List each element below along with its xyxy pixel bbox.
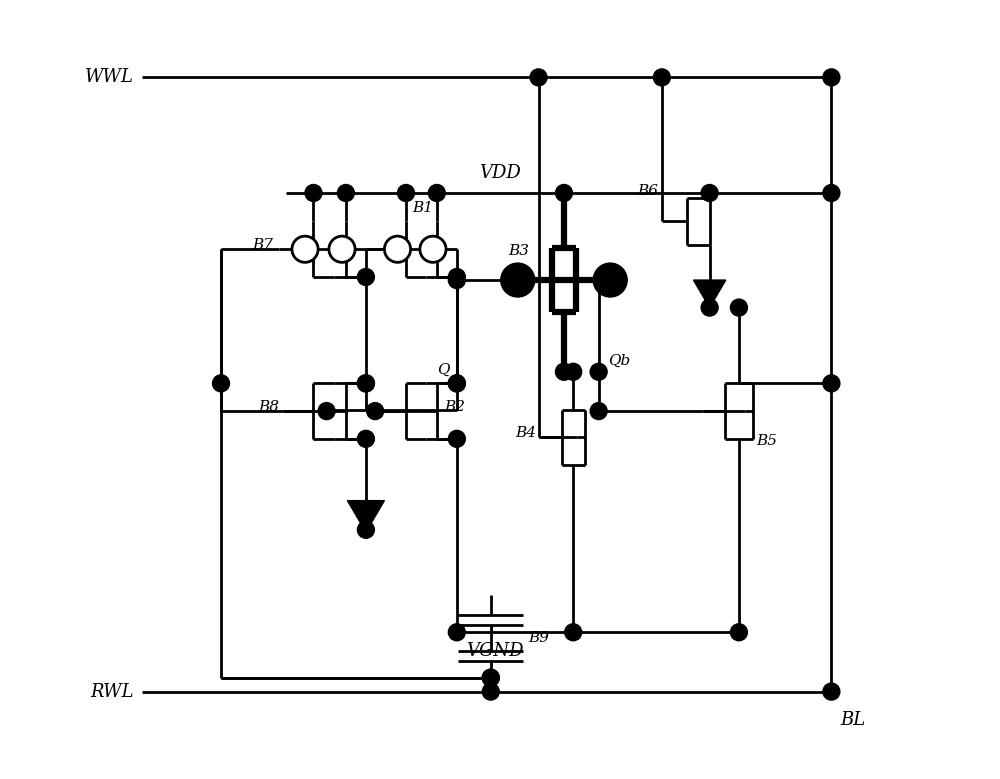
Circle shape bbox=[565, 363, 582, 380]
Text: B2: B2 bbox=[445, 400, 466, 414]
Circle shape bbox=[367, 403, 384, 420]
Circle shape bbox=[701, 299, 718, 316]
Circle shape bbox=[482, 669, 499, 686]
Circle shape bbox=[530, 69, 547, 86]
Text: BL: BL bbox=[841, 711, 866, 729]
Circle shape bbox=[357, 269, 374, 285]
Circle shape bbox=[329, 236, 355, 263]
Circle shape bbox=[590, 403, 607, 420]
Polygon shape bbox=[693, 280, 726, 308]
Circle shape bbox=[823, 185, 840, 202]
Circle shape bbox=[482, 683, 499, 700]
Circle shape bbox=[448, 375, 465, 392]
Circle shape bbox=[357, 430, 374, 447]
Circle shape bbox=[448, 269, 465, 285]
Text: Qb: Qb bbox=[608, 354, 630, 368]
Circle shape bbox=[823, 69, 840, 86]
Circle shape bbox=[384, 236, 411, 263]
Circle shape bbox=[448, 624, 465, 641]
Text: B1: B1 bbox=[412, 200, 433, 214]
Circle shape bbox=[213, 375, 229, 392]
Circle shape bbox=[501, 263, 535, 297]
Text: B6: B6 bbox=[637, 185, 658, 199]
Circle shape bbox=[292, 236, 318, 263]
Circle shape bbox=[653, 69, 670, 86]
Circle shape bbox=[590, 363, 607, 380]
Text: RWL: RWL bbox=[90, 682, 134, 700]
Polygon shape bbox=[347, 501, 384, 532]
Circle shape bbox=[701, 185, 718, 202]
Text: B7: B7 bbox=[252, 238, 273, 252]
Text: WWL: WWL bbox=[85, 69, 134, 86]
Circle shape bbox=[420, 236, 446, 263]
Circle shape bbox=[730, 299, 747, 316]
Circle shape bbox=[448, 272, 465, 288]
Circle shape bbox=[318, 403, 335, 420]
Circle shape bbox=[555, 363, 572, 380]
Circle shape bbox=[555, 185, 572, 202]
Circle shape bbox=[593, 263, 627, 297]
Text: B5: B5 bbox=[756, 434, 777, 448]
Circle shape bbox=[823, 375, 840, 392]
Text: B9: B9 bbox=[528, 631, 549, 645]
Text: VDD: VDD bbox=[479, 164, 521, 182]
Circle shape bbox=[357, 375, 374, 392]
Text: B8: B8 bbox=[258, 400, 279, 414]
Circle shape bbox=[357, 521, 374, 538]
Circle shape bbox=[305, 185, 322, 202]
Circle shape bbox=[448, 375, 465, 392]
Circle shape bbox=[565, 624, 582, 641]
Circle shape bbox=[730, 624, 747, 641]
Text: Q: Q bbox=[437, 363, 449, 377]
Circle shape bbox=[482, 669, 499, 686]
Circle shape bbox=[398, 185, 414, 202]
Circle shape bbox=[823, 683, 840, 700]
Text: B4: B4 bbox=[515, 426, 536, 440]
Text: VGND: VGND bbox=[466, 642, 523, 660]
Circle shape bbox=[448, 430, 465, 447]
Circle shape bbox=[357, 375, 374, 392]
Circle shape bbox=[428, 185, 445, 202]
Circle shape bbox=[337, 185, 354, 202]
Text: B3: B3 bbox=[508, 245, 529, 259]
